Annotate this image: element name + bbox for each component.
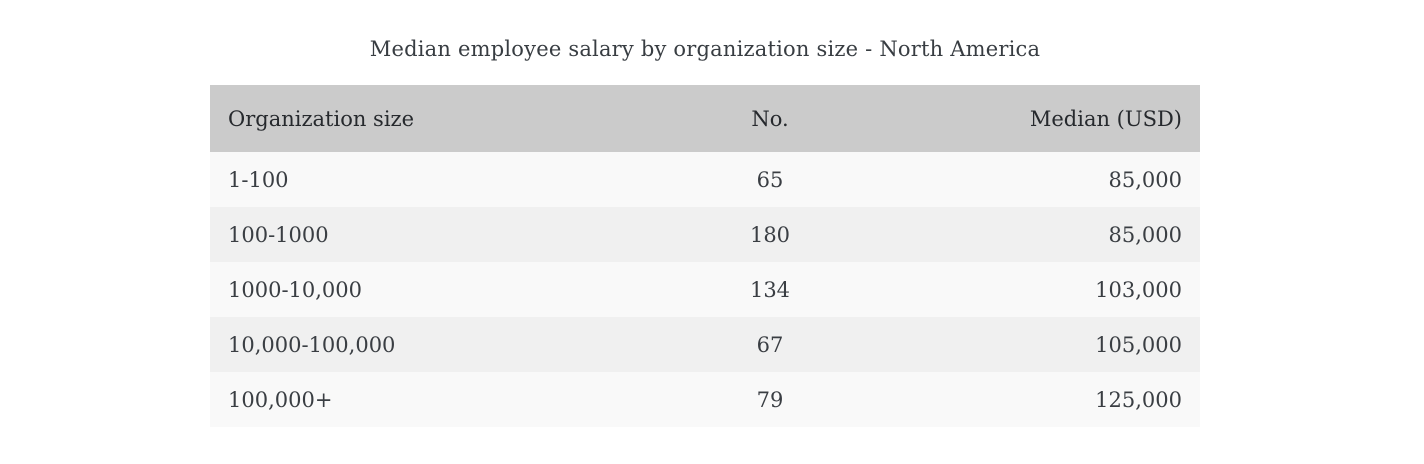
- cell-count: 134: [749, 277, 791, 302]
- table-row: 100,000+ 79 125,000: [210, 372, 1200, 428]
- table-row: 10,000-100,000 67 105,000: [210, 317, 1200, 373]
- table-row: 1-100 65 85,000: [210, 152, 1200, 208]
- cell-median: 125,000: [1095, 387, 1182, 412]
- cell-count: 180: [749, 222, 791, 247]
- cell-median: 105,000: [1095, 332, 1182, 357]
- col-header-median-usd: Median (USD): [910, 85, 1200, 153]
- cell-org-size: 100,000+: [228, 387, 333, 412]
- col-header-organization-size: Organization size: [210, 85, 630, 153]
- cell-median: 103,000: [1095, 277, 1182, 302]
- salary-table: Organization size No. Median (USD) 1-100…: [210, 85, 1200, 428]
- cell-count: 79: [756, 387, 784, 412]
- cell-org-size: 1000-10,000: [228, 277, 363, 302]
- table-row: 100-1000 180 85,000: [210, 207, 1200, 263]
- cell-org-size: 1-100: [228, 167, 289, 192]
- cell-median: 85,000: [1108, 222, 1182, 247]
- table-row: 1000-10,000 134 103,000: [210, 262, 1200, 318]
- cell-count: 65: [756, 167, 784, 192]
- content-area: Median employee salary by organization s…: [210, 37, 1200, 428]
- cell-count: 67: [756, 332, 784, 357]
- col-header-count: No.: [630, 85, 910, 153]
- cell-org-size: 10,000-100,000: [228, 332, 396, 357]
- cell-org-size: 100-1000: [228, 222, 329, 247]
- table-header-row: Organization size No. Median (USD): [210, 85, 1200, 153]
- page-title: Median employee salary by organization s…: [369, 37, 1041, 61]
- cell-median: 85,000: [1108, 167, 1182, 192]
